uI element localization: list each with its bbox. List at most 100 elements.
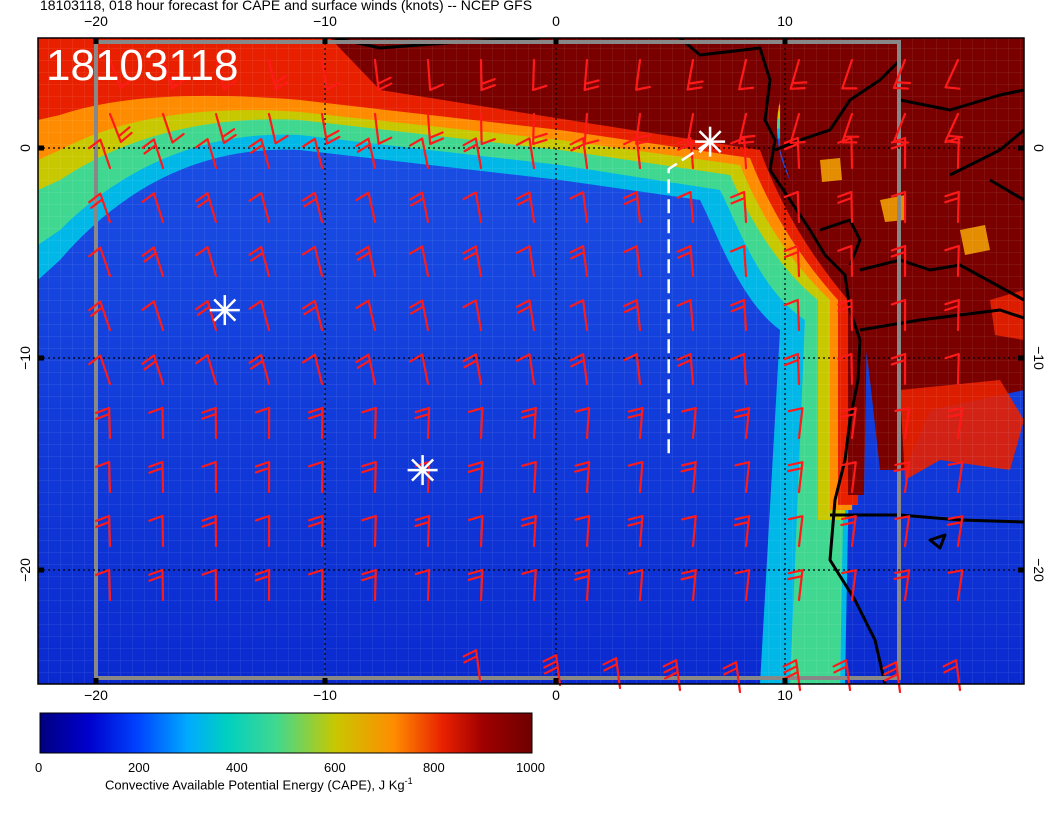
wind-barb [783,298,801,332]
colorbar-title: Convective Available Potential Energy (C… [105,776,413,792]
colorbar-tick: 1000 [516,760,545,775]
wind-barb [414,406,431,440]
colorbar-label: Convective Available Potential Energy (C… [105,777,405,793]
wind-barb [944,190,960,224]
wind-barb [890,136,907,170]
wind-barb [730,298,748,332]
wind-barb [201,406,218,440]
wind-barb [141,138,165,170]
star-marker [695,126,726,157]
ship-track [667,140,711,454]
wind-barb [426,58,445,92]
wind-barb [254,514,271,548]
wind-barb [161,58,185,90]
wind-barb [782,659,802,692]
wind-barb [680,569,697,602]
wind-barb [890,298,907,332]
wind-barb [361,406,377,440]
wind-barb [893,569,911,602]
lon-tick-bottom: −10 [313,687,337,703]
wind-barb [840,407,857,440]
wind-barb [467,460,484,494]
wind-barb [467,568,484,602]
wind-barb [602,657,622,690]
wind-barb [355,299,377,332]
lon-tick-top: −20 [84,13,108,29]
wind-barb [837,136,854,170]
lon-tick-top: 10 [777,13,793,29]
wind-barb [786,461,804,494]
wind-barb [623,299,642,332]
wind-barb [267,58,289,91]
wind-barb [248,191,271,224]
wind-barb [662,659,682,692]
wind-barb [730,136,748,170]
wind-barb [94,568,112,602]
wind-barb [301,245,324,278]
wind-barb [355,245,377,278]
wind-barb [787,407,804,440]
wind-barb [148,568,165,602]
wind-barb [462,299,483,332]
wind-barb [373,58,393,91]
wind-barb [627,461,644,494]
wind-barb [569,353,589,386]
wind-barb [267,112,289,145]
wind-barb [733,407,751,440]
wind-barb [94,514,112,548]
wind-barb [786,569,804,602]
wind-barb [730,244,748,278]
wind-barb [320,112,341,145]
wind-barb [583,112,600,146]
wind-barb [301,299,324,332]
wind-barb [520,406,537,440]
wind-barb [840,515,857,548]
wind-barb [894,515,911,548]
wind-barb [520,514,537,548]
wind-barb [738,112,756,145]
wind-barb [148,406,165,440]
wind-barb [841,58,858,90]
colorbar-label-sup: -1 [404,776,413,786]
date-stamp: 18103118 [46,41,239,90]
wind-barb [248,245,271,278]
wind-barb [837,244,854,278]
wind-barb [248,353,271,386]
wind-barb [408,245,430,278]
wind-barb [467,406,484,440]
wind-barb [627,515,644,548]
wind-barb [837,190,854,224]
wind-barb [408,299,430,332]
lon-tick-top: 0 [552,13,560,29]
wind-barb [890,190,907,224]
wind-barb [148,514,165,548]
wind-barb [108,58,133,90]
wind-barb [479,58,496,92]
wind-barb [681,515,697,548]
wind-barb [88,138,112,170]
wind-barb [574,406,591,440]
wind-barb [569,137,589,170]
wind-barb [569,299,589,332]
wind-barb [944,58,961,90]
wind-barb [201,460,218,494]
wind-barb [408,137,430,170]
wind-barb [141,300,165,332]
wind-barb [733,515,751,548]
wind-barb [787,515,804,548]
wind-barb [462,245,483,278]
wind-barb [515,299,536,332]
wind-barb [462,353,483,386]
wind-barb [361,460,377,494]
wind-barb [738,58,755,91]
wind-barb [201,568,218,602]
wind-barb [623,137,642,170]
wind-barb [161,112,185,144]
wind-barb [254,568,271,602]
map-title: 18103118, 018 hour forecast for CAPE and… [40,0,533,13]
map-frame [37,37,1025,685]
wind-barb [840,461,857,494]
wind-barb [462,191,483,224]
wind-barb [515,137,536,170]
wind-barb [890,352,907,386]
